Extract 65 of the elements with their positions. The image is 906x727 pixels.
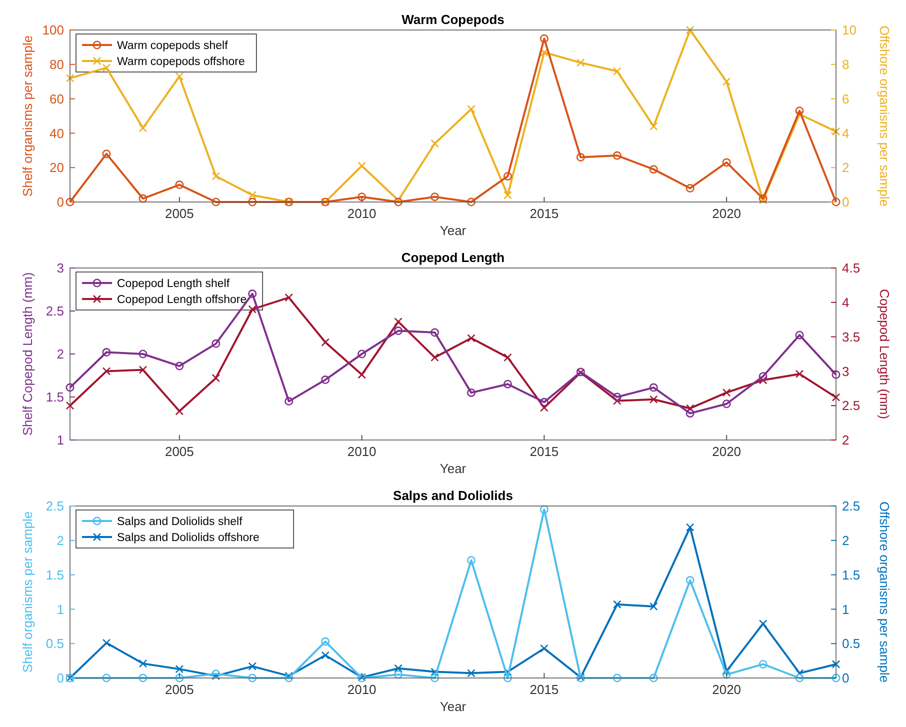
x-tick-label: 2015 <box>530 206 559 221</box>
chart-title: Warm Copepods <box>402 12 504 27</box>
y-tick-label: 2.5 <box>46 304 64 319</box>
y-tick-label: 1 <box>56 432 64 448</box>
y-tick-label: 80 <box>50 56 64 72</box>
x-axis-title: Year <box>440 699 467 714</box>
y-tick-label: 0.5 <box>46 636 64 652</box>
y2-tick-label: 4 <box>842 294 850 310</box>
y2-tick-label: 1.5 <box>842 567 860 582</box>
chart-title: Copepod Length <box>401 250 505 265</box>
y2-tick-label: 2 <box>842 160 850 176</box>
y2-tick-label: 8 <box>842 56 850 72</box>
y-tick-label: 2.5 <box>46 498 64 514</box>
y-tick-label: 100 <box>42 22 64 38</box>
legend-label: Warm copepods offshore <box>117 56 245 68</box>
legend-label: Copepod Length shelf <box>117 278 230 290</box>
y2-axis-title: Copepod Length (mm) <box>877 288 892 420</box>
y-tick-label: 2 <box>56 532 64 548</box>
y2-tick-label: 2.5 <box>842 398 860 414</box>
y2-axis-title: Offshore organisms per sample <box>877 25 892 207</box>
y2-tick-label: 4.5 <box>842 260 860 276</box>
x-tick-label: 2020 <box>712 206 742 221</box>
x-axis-title: Year <box>440 223 467 238</box>
y2-tick-label: 3.5 <box>842 329 860 344</box>
x-tick-label: 2010 <box>347 206 376 221</box>
legend-label: Warm copepods shelf <box>117 40 229 52</box>
x-tick-label: 2010 <box>347 682 376 697</box>
y-tick-label: 40 <box>50 126 64 141</box>
x-tick-label: 2015 <box>530 444 559 459</box>
y-tick-label: 2 <box>56 346 64 362</box>
y-tick-label: 0 <box>56 670 64 686</box>
y-tick-label: 20 <box>50 160 64 176</box>
y-axis-title: Shelf Copepod Length (mm) <box>20 272 35 436</box>
y2-axis-title: Offshore organisms per sample <box>877 501 892 683</box>
y-tick-label: 1 <box>56 602 64 617</box>
legend-label: Salps and Doliolids offshore <box>117 532 260 544</box>
legend-label: Copepod Length offshore <box>117 294 247 306</box>
x-tick-label: 2005 <box>164 444 194 459</box>
y2-tick-label: 2 <box>842 532 850 548</box>
x-axis-title: Year <box>440 461 467 476</box>
x-tick-label: 2010 <box>347 444 376 459</box>
x-tick-label: 2005 <box>164 206 194 221</box>
y-tick-label: 0 <box>56 194 64 210</box>
y2-tick-label: 2.5 <box>842 498 860 514</box>
y-axis-title: Shelf organisms per sample <box>20 511 35 673</box>
y-tick-label: 60 <box>50 91 64 106</box>
y2-tick-label: 6 <box>842 91 850 106</box>
y-tick-label: 1.5 <box>46 567 64 582</box>
y2-tick-label: 0 <box>842 670 850 686</box>
y2-tick-label: 3 <box>842 364 850 379</box>
y2-tick-label: 4 <box>842 126 850 141</box>
y2-tick-label: 0 <box>842 194 850 210</box>
y2-tick-label: 10 <box>842 22 856 38</box>
x-tick-label: 2020 <box>712 444 742 459</box>
y-tick-label: 1.5 <box>46 390 64 405</box>
x-tick-label: 2005 <box>164 682 194 697</box>
y2-tick-label: 2 <box>842 432 850 448</box>
y2-tick-label: 0.5 <box>842 636 860 652</box>
x-tick-label: 2015 <box>530 682 559 697</box>
legend-label: Salps and Doliolids shelf <box>117 516 244 528</box>
chart-title: Salps and Doliolids <box>393 488 513 503</box>
y-tick-label: 3 <box>56 260 64 276</box>
y2-tick-label: 1 <box>842 602 850 617</box>
x-tick-label: 2020 <box>712 682 742 697</box>
y-axis-title: Shelf organisms per sample <box>20 35 35 197</box>
